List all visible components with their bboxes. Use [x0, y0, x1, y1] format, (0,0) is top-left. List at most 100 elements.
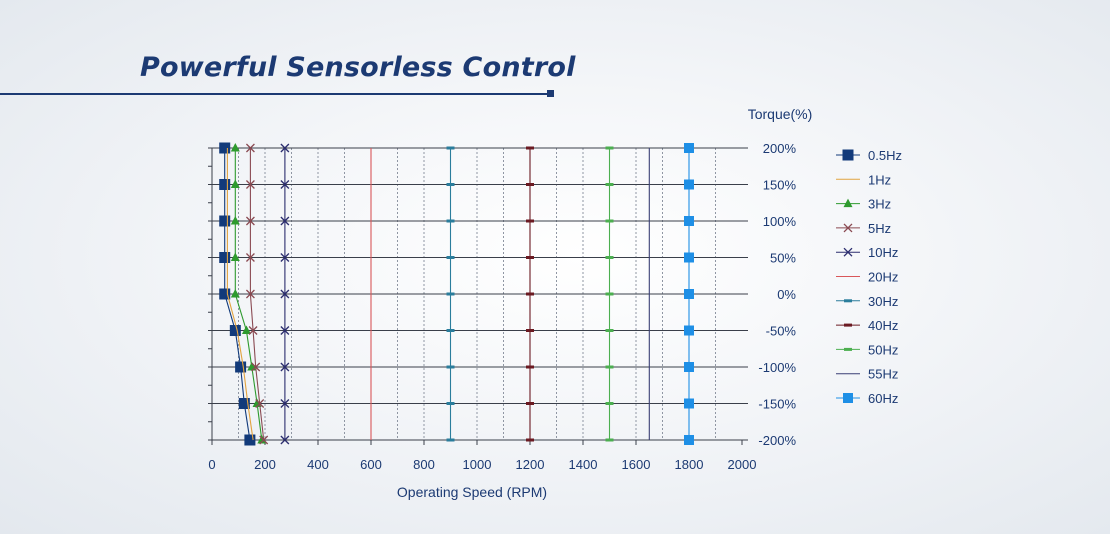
data-point-square — [219, 252, 231, 263]
x-tick-label: 1400 — [569, 457, 598, 472]
data-point-bar — [446, 292, 455, 296]
data-point-bar — [605, 329, 614, 332]
data-point-bar — [844, 347, 852, 351]
x-stroke — [843, 247, 853, 257]
data-point-triangle — [230, 143, 240, 152]
page-title: Powerful Sensorless Control — [140, 52, 576, 83]
series-5hz — [245, 143, 269, 445]
data-point-x — [280, 143, 290, 153]
legend-label: 50Hz — [868, 342, 898, 357]
data-point-bar — [605, 256, 614, 259]
data-point-square — [219, 142, 231, 154]
data-point-triangle — [257, 435, 267, 444]
y-tick-label: 100% — [763, 214, 797, 229]
data-point-square — [843, 393, 853, 403]
legend-label: 1Hz — [868, 172, 891, 187]
series-50hz — [605, 146, 614, 442]
legend: 0.5Hz 1Hz 3Hz 5Hz 10Hz 20Hz 30Hz 40Hz 50Hz 55Hz 60… — [836, 148, 902, 406]
data-point-square — [684, 362, 694, 372]
series-10hz — [280, 143, 290, 445]
legend-item: 60Hz — [836, 391, 898, 406]
data-point-triangle — [230, 216, 240, 225]
data-point-x — [843, 223, 853, 233]
legend-label: 20Hz — [868, 270, 898, 285]
data-point-square — [238, 398, 250, 409]
data-point-bar — [526, 438, 534, 442]
data-point-square — [684, 143, 694, 153]
data-point-bar — [526, 256, 534, 259]
legend-label: 60Hz — [868, 391, 898, 406]
data-point-square — [219, 288, 231, 300]
data-point-x — [245, 180, 255, 189]
y-tick-label: 0% — [777, 287, 796, 302]
legend-item: 5Hz — [836, 221, 891, 236]
legend-label: 5Hz — [868, 221, 891, 236]
data-point-square — [219, 179, 231, 190]
data-point-square — [684, 252, 694, 263]
data-point-triangle — [230, 289, 240, 298]
x-tick-label: 800 — [413, 457, 435, 472]
data-point-x — [255, 399, 265, 408]
y-tick-label: 150% — [763, 178, 797, 193]
y-tick-label: 50% — [770, 251, 796, 266]
x-stroke — [251, 362, 261, 372]
legend-label: 3Hz — [868, 197, 891, 212]
x-stroke — [280, 362, 290, 372]
legend-item: 55Hz — [836, 367, 898, 382]
data-point-x — [280, 326, 290, 335]
x-stroke — [280, 216, 290, 226]
y-tick-label: -150% — [758, 397, 796, 412]
data-point-x — [280, 216, 290, 226]
data-point-bar — [446, 329, 455, 332]
data-point-x — [259, 435, 269, 445]
x-tick-label: 200 — [254, 457, 276, 472]
data-point-bar — [605, 402, 614, 405]
y-tick-label: 200% — [763, 141, 797, 156]
data-point-x — [280, 399, 290, 408]
data-point-x — [280, 253, 290, 262]
data-point-bar — [605, 365, 614, 369]
data-point-x — [251, 362, 261, 372]
legend-item: 30Hz — [836, 294, 898, 309]
data-point-square — [229, 325, 241, 336]
data-point-bar — [605, 219, 614, 223]
data-point-square — [684, 179, 694, 190]
legend-label: 55Hz — [868, 367, 898, 382]
legend-item: 50Hz — [836, 342, 898, 357]
x-tick-label: 1800 — [675, 457, 704, 472]
x-stroke — [245, 289, 255, 299]
data-point-triangle — [241, 325, 251, 334]
data-point-triangle — [230, 179, 240, 188]
series-05hz — [219, 142, 256, 446]
x-stroke — [245, 143, 255, 153]
data-point-bar — [446, 183, 455, 186]
x-tick-label: 1600 — [622, 457, 651, 472]
x-stroke — [245, 216, 255, 226]
x-stroke — [280, 326, 290, 335]
data-point-bar — [526, 183, 534, 186]
x-stroke — [245, 180, 255, 189]
data-point-x — [245, 143, 255, 153]
data-point-x — [280, 435, 290, 445]
title-underline — [0, 93, 550, 95]
x-stroke — [255, 399, 265, 408]
x-tick-label: 600 — [360, 457, 382, 472]
x-stroke — [280, 180, 290, 189]
data-point-bar — [446, 146, 455, 150]
legend-label: 10Hz — [868, 245, 898, 260]
data-point-x — [245, 216, 255, 226]
series-1hz — [226, 148, 254, 441]
data-point-x — [280, 180, 290, 189]
legend-item: 0.5Hz — [836, 148, 902, 163]
data-point-bar — [526, 219, 534, 223]
legend-item: 10Hz — [836, 245, 898, 260]
data-point-bar — [605, 146, 614, 150]
x-stroke — [259, 435, 269, 445]
series-40hz — [526, 146, 534, 442]
data-point-square — [684, 435, 694, 445]
data-point-bar — [446, 219, 455, 223]
series-line — [226, 148, 254, 441]
x-stroke — [280, 289, 290, 299]
y-axis-title: Torque(%) — [748, 106, 813, 122]
